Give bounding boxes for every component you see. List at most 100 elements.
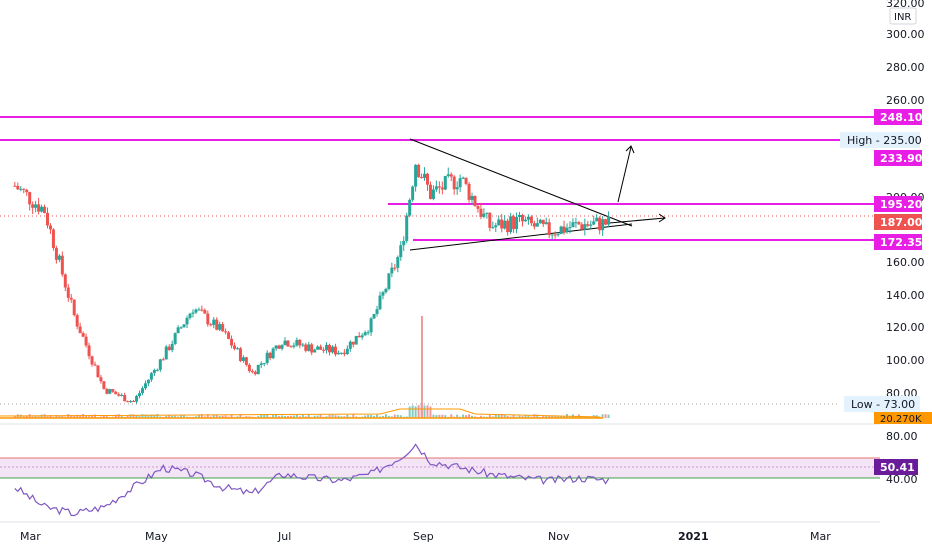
candle-body[interactable] xyxy=(250,371,254,373)
candle-body[interactable] xyxy=(182,324,186,328)
candle-body[interactable] xyxy=(366,332,370,334)
candle-body[interactable] xyxy=(565,227,569,233)
candle-body[interactable] xyxy=(230,338,234,346)
candle-body[interactable] xyxy=(51,229,55,249)
candle-body[interactable] xyxy=(152,370,156,374)
time-axis[interactable]: Mar May Jul Sep Nov 2021 Mar xyxy=(20,530,831,543)
candle-body[interactable] xyxy=(464,177,468,184)
candle-body[interactable] xyxy=(322,349,326,351)
candle-body[interactable] xyxy=(547,222,551,235)
candle-body[interactable] xyxy=(443,175,447,190)
candle-body[interactable] xyxy=(473,196,477,207)
candle-body[interactable] xyxy=(167,346,171,351)
candle-body[interactable] xyxy=(512,216,516,230)
candle-body[interactable] xyxy=(45,212,49,226)
candle-body[interactable] xyxy=(194,309,198,313)
candle-body[interactable] xyxy=(304,344,308,351)
candle-body[interactable] xyxy=(66,287,70,298)
candle-body[interactable] xyxy=(405,215,409,241)
candle-body[interactable] xyxy=(360,335,364,338)
candle-body[interactable] xyxy=(393,267,397,269)
candle-body[interactable] xyxy=(28,192,32,205)
candle-body[interactable] xyxy=(482,213,486,217)
candle-body[interactable] xyxy=(164,346,168,360)
candle-body[interactable] xyxy=(69,297,73,300)
candle-body[interactable] xyxy=(307,344,311,351)
candle-body[interactable] xyxy=(84,336,88,346)
candle-body[interactable] xyxy=(129,401,133,403)
up-projection-arrow[interactable] xyxy=(617,146,632,203)
candle-body[interactable] xyxy=(212,319,216,326)
candle-body[interactable] xyxy=(428,184,432,199)
candle-body[interactable] xyxy=(87,345,91,357)
candle-body[interactable] xyxy=(111,389,115,392)
candle-body[interactable] xyxy=(277,345,281,349)
candle-body[interactable] xyxy=(185,317,189,325)
candle-body[interactable] xyxy=(518,214,522,218)
candle-body[interactable] xyxy=(325,344,329,351)
candle-body[interactable] xyxy=(78,326,82,334)
candle-body[interactable] xyxy=(488,212,492,228)
candle-body[interactable] xyxy=(123,394,127,402)
candle-body[interactable] xyxy=(541,219,545,225)
candle-body[interactable] xyxy=(381,292,385,296)
candle-body[interactable] xyxy=(13,185,17,187)
candle-body[interactable] xyxy=(197,309,201,311)
candle-body[interactable] xyxy=(390,267,394,274)
candle-body[interactable] xyxy=(336,352,340,355)
candle-body[interactable] xyxy=(268,352,272,359)
candle-body[interactable] xyxy=(559,226,563,235)
candle-body[interactable] xyxy=(351,341,355,345)
candle-body[interactable] xyxy=(57,255,61,260)
candle-body[interactable] xyxy=(81,333,85,337)
candle-body[interactable] xyxy=(562,226,566,233)
lower-trendline[interactable] xyxy=(409,223,633,251)
candle-body[interactable] xyxy=(316,346,320,350)
candle-body[interactable] xyxy=(414,164,418,187)
candle-body[interactable] xyxy=(253,371,257,375)
candle-body[interactable] xyxy=(509,216,513,233)
candle-body[interactable] xyxy=(348,341,352,349)
candle-body[interactable] xyxy=(170,343,174,351)
candle-body[interactable] xyxy=(574,222,578,224)
upper-trendline[interactable] xyxy=(409,138,633,227)
candle-body[interactable] xyxy=(529,216,533,224)
candle-body[interactable] xyxy=(221,324,225,332)
candle-body[interactable] xyxy=(22,188,26,190)
candle-body[interactable] xyxy=(372,313,376,319)
candle-body[interactable] xyxy=(235,348,239,350)
candle-body[interactable] xyxy=(402,240,406,246)
candle-body[interactable] xyxy=(19,188,23,190)
candle-body[interactable] xyxy=(417,164,421,178)
candle-body[interactable] xyxy=(535,223,539,227)
candle-body[interactable] xyxy=(271,348,275,359)
candle-body[interactable] xyxy=(423,173,427,179)
candle-body[interactable] xyxy=(34,204,38,208)
candle-body[interactable] xyxy=(218,324,222,330)
candle-body[interactable] xyxy=(375,309,379,314)
candle-body[interactable] xyxy=(467,183,471,200)
candle-body[interactable] xyxy=(589,224,593,226)
candle-body[interactable] xyxy=(292,345,296,347)
candle-body[interactable] xyxy=(420,177,424,179)
candle-body[interactable] xyxy=(455,187,459,190)
candle-body[interactable] xyxy=(592,221,596,225)
candle-body[interactable] xyxy=(479,208,483,217)
candle-body[interactable] xyxy=(244,357,248,365)
candle-body[interactable] xyxy=(93,364,97,366)
candle-body[interactable] xyxy=(108,389,112,394)
candle-body[interactable] xyxy=(458,178,462,188)
candle-body[interactable] xyxy=(96,365,100,378)
candle-body[interactable] xyxy=(117,394,121,396)
candle-body[interactable] xyxy=(224,331,228,333)
candle-body[interactable] xyxy=(544,222,548,225)
candle-body[interactable] xyxy=(176,327,180,334)
candle-body[interactable] xyxy=(526,216,530,220)
candle-body[interactable] xyxy=(396,257,400,268)
candle-body[interactable] xyxy=(310,344,314,353)
candle-body[interactable] xyxy=(461,177,465,179)
candle-body[interactable] xyxy=(330,346,334,353)
candle-body[interactable] xyxy=(577,222,581,225)
candle-body[interactable] xyxy=(43,206,47,213)
candle-body[interactable] xyxy=(437,186,441,188)
